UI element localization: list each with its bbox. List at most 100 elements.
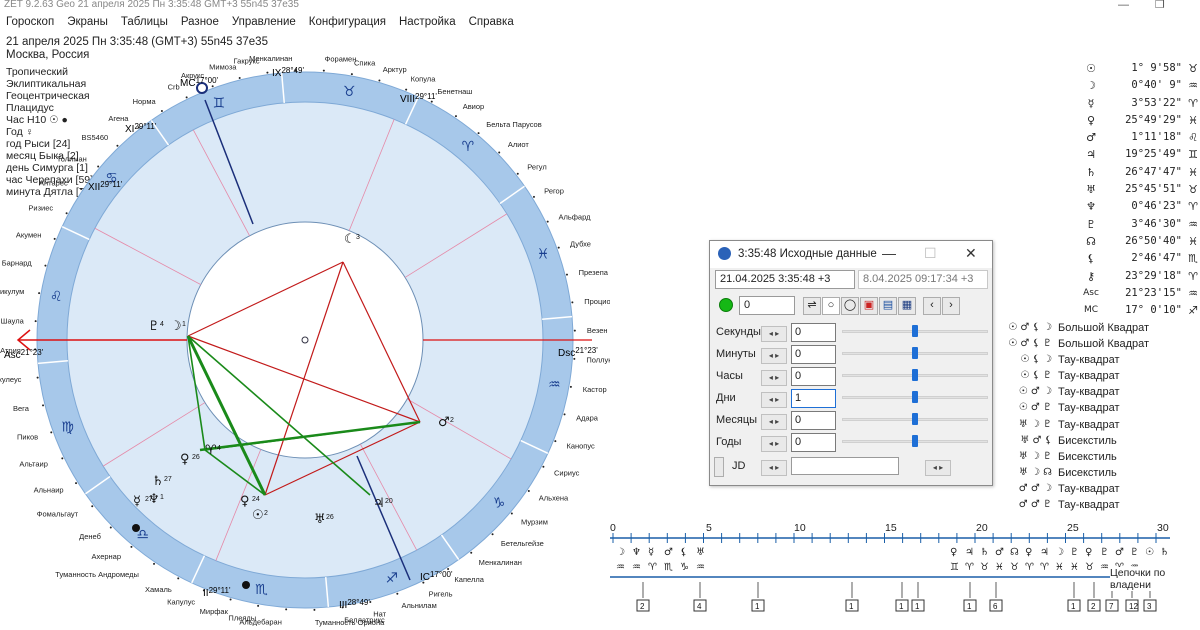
- configuration-row[interactable]: ♅ ☽ ☊ Бисекстиль: [1018, 466, 1117, 479]
- planet-glyph-icon: ♇: [1100, 547, 1109, 558]
- planet-marker[interactable]: ♀ 26: [180, 452, 200, 467]
- planet-marker[interactable]: ♇ 4: [148, 319, 164, 334]
- planet-marker[interactable]: ♆ 1: [148, 492, 164, 507]
- configuration-row[interactable]: ♂ ♂ ♇ Тау-квадрат: [1018, 499, 1120, 512]
- square-icon[interactable]: ▣: [860, 297, 878, 315]
- planet-row[interactable]: ♄ 26°47'47" ♓: [1080, 164, 1200, 181]
- trine-aspect-line: [187, 335, 371, 496]
- circle-icon[interactable]: ◯: [841, 297, 859, 315]
- planet-row[interactable]: Asc 21°23'15" ♒: [1080, 285, 1200, 302]
- seconds-slider[interactable]: [842, 325, 988, 337]
- source-data-dialog[interactable]: 3:35:48 Исходные данные — ☐ ✕ 21.04.2025…: [709, 240, 993, 486]
- configuration-row[interactable]: ☉ ⚸ ♇ Тау-квадрат: [1020, 370, 1120, 383]
- months-spinner[interactable]: ◂ ▸: [761, 414, 787, 430]
- star-dot-icon: [573, 329, 576, 332]
- jd-toggle[interactable]: [714, 457, 724, 477]
- menu-screens[interactable]: Экраны: [67, 16, 108, 28]
- configuration-row[interactable]: ♅ ☽ ♇ Тау-квадрат: [1018, 418, 1120, 431]
- menu-settings[interactable]: Настройка: [398, 16, 456, 28]
- menu-misc[interactable]: Разное: [180, 16, 219, 28]
- jd-input[interactable]: [791, 457, 899, 475]
- circle-small-icon[interactable]: ○: [822, 297, 840, 315]
- months-input[interactable]: 0: [791, 411, 836, 430]
- planet-row[interactable]: ♇ 3°46'30" ♒: [1080, 216, 1200, 233]
- planet-row[interactable]: ♀ 25°49'29" ♓: [1080, 112, 1200, 129]
- configuration-row[interactable]: ♂ ♂ ☽ Тау-квадрат: [1018, 482, 1120, 495]
- planet-glyph-icon: ☿: [648, 547, 654, 558]
- planet-marker[interactable]: ♀ 24: [240, 494, 260, 509]
- menu-configuration[interactable]: Конфигурация: [308, 16, 386, 28]
- planet-marker[interactable]: ♅ 26: [314, 512, 334, 527]
- planet-row[interactable]: ⚸ 2°46'47" ♏: [1080, 250, 1200, 267]
- seconds-spinner[interactable]: ◂ ▸: [761, 326, 787, 342]
- star-label: Бетельгейзе: [501, 539, 544, 548]
- planet-row[interactable]: ⚷ 23°29'18" ♈: [1080, 268, 1200, 285]
- hours-input[interactable]: 0: [791, 367, 836, 386]
- days-spinner[interactable]: ◂ ▸: [761, 392, 787, 408]
- datetime-secondary-field[interactable]: 8.04.2025 09:17:34 +3: [858, 270, 988, 289]
- configuration-row[interactable]: ☉ ♂ ♇ Тау-квадрат: [1018, 402, 1120, 415]
- planet-marker[interactable]: ☉ 2: [252, 508, 268, 523]
- planet-row[interactable]: MC 17° 0'10" ♐: [1080, 302, 1200, 319]
- hours-spinner[interactable]: ◂ ▸: [761, 370, 787, 386]
- minutes-slider[interactable]: [842, 347, 988, 359]
- days-slider[interactable]: [842, 391, 988, 403]
- configuration-row[interactable]: ☉ ♂ ⚸ ☽ Большой Квадрат: [1008, 322, 1150, 334]
- star-dot-icon: [137, 126, 140, 129]
- minimize-icon[interactable]: —: [882, 245, 896, 261]
- minutes-input[interactable]: 0: [791, 345, 836, 364]
- hours-slider[interactable]: [842, 369, 988, 381]
- sign-divider: [61, 226, 90, 241]
- maximize-icon[interactable]: ❐: [1155, 0, 1165, 11]
- planet-marker[interactable]: ♈ 4: [205, 443, 221, 458]
- refresh-icon[interactable]: ⇌: [803, 297, 821, 315]
- seconds-input[interactable]: 0: [791, 323, 836, 342]
- planet-marker[interactable]: ♂ 2: [438, 415, 454, 430]
- dialog-titlebar[interactable]: 3:35:48 Исходные данные — ☐ ✕: [710, 241, 992, 268]
- planet-row[interactable]: ☉ 1° 9'58" ♉: [1080, 60, 1200, 77]
- planet-row[interactable]: ♆ 0°46'23" ♈: [1080, 198, 1200, 215]
- run-button[interactable]: [717, 297, 735, 315]
- sign-icon: ♒: [1188, 217, 1198, 231]
- planet-marker[interactable]: ☾ 3: [344, 232, 360, 247]
- next-button[interactable]: ›: [942, 297, 960, 315]
- configuration-row[interactable]: ♅ ☽ ♇ Бисекстиль: [1018, 450, 1117, 463]
- minutes-spinner[interactable]: ◂ ▸: [761, 348, 787, 364]
- years-spinner[interactable]: ◂ ▸: [761, 436, 787, 452]
- menu-horoscope[interactable]: Гороскоп: [6, 16, 55, 28]
- maximize-icon[interactable]: ☐: [924, 245, 937, 261]
- configuration-row[interactable]: ☉ ♂ ⚸ ♇ Большой Квадрат: [1008, 338, 1150, 351]
- planet-row[interactable]: ☊ 26°50'40" ♓: [1080, 233, 1200, 250]
- planet-marker[interactable]: ♃ 20: [373, 496, 393, 511]
- planet-row[interactable]: ☿ 3°53'22" ♈: [1080, 95, 1200, 112]
- configuration-row[interactable]: ♅ ♂ ⚸ Бисекстиль: [1020, 434, 1117, 447]
- mc-axis: [204, 99, 254, 225]
- configuration-row[interactable]: ☉ ⚸ ☽ Тау-квадрат: [1020, 354, 1120, 367]
- horoscope-wheel[interactable]: ♒♑♐♏♎♍♌♋♊♉♈♓ АкруксМимозаГакруксМенкалин…: [0, 40, 610, 630]
- jd-step-spinner[interactable]: ◂ ▸: [925, 460, 951, 476]
- planet-marker[interactable]: ☽ 1: [170, 319, 186, 334]
- menu-help[interactable]: Справка: [468, 16, 514, 28]
- years-slider[interactable]: [842, 435, 988, 447]
- prev-button[interactable]: ‹: [923, 297, 941, 315]
- close-icon[interactable]: ✕: [965, 245, 977, 261]
- planet-row[interactable]: ☽ 0°40' 9" ♒: [1080, 77, 1200, 94]
- planet-row[interactable]: ♃ 19°25'49" ♊: [1080, 146, 1200, 163]
- days-input[interactable]: 1: [791, 389, 836, 408]
- step-field[interactable]: 0: [739, 296, 795, 315]
- export-icon[interactable]: ▤: [879, 297, 897, 315]
- datetime-field[interactable]: 21.04.2025 3:35:48 +3: [715, 270, 855, 289]
- minimize-icon[interactable]: —: [1118, 0, 1129, 11]
- planet-row[interactable]: ♅ 25°45'51" ♉: [1080, 181, 1200, 198]
- planet-marker[interactable]: ☿ 27: [133, 494, 153, 509]
- months-slider[interactable]: [842, 413, 988, 425]
- days-label: Дни: [716, 392, 736, 404]
- years-input[interactable]: 0: [791, 433, 836, 452]
- menu-tables[interactable]: Таблицы: [120, 16, 168, 28]
- save-icon[interactable]: ▦: [898, 297, 916, 315]
- configuration-row[interactable]: ☉ ♂ ☽ Тау-квадрат: [1018, 386, 1120, 399]
- planet-row[interactable]: ♂ 1°11'18" ♌: [1080, 129, 1200, 146]
- menu-control[interactable]: Управление: [231, 16, 296, 28]
- jd-spinner[interactable]: ◂ ▸: [761, 460, 787, 476]
- planet-marker[interactable]: ♄ 27: [152, 474, 172, 489]
